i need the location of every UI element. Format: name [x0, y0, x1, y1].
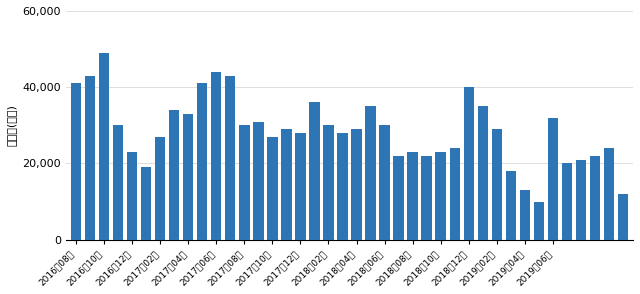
- Bar: [435, 152, 446, 240]
- Bar: [99, 53, 109, 240]
- Bar: [408, 152, 418, 240]
- Y-axis label: 거래량(건수): 거래량(건수): [7, 104, 17, 146]
- Bar: [281, 129, 292, 240]
- Bar: [197, 83, 207, 240]
- Bar: [477, 106, 488, 240]
- Bar: [183, 114, 193, 240]
- Bar: [309, 103, 320, 240]
- Bar: [365, 106, 376, 240]
- Bar: [155, 137, 165, 240]
- Bar: [84, 76, 95, 240]
- Bar: [506, 171, 516, 240]
- Bar: [576, 160, 586, 240]
- Bar: [295, 133, 306, 240]
- Bar: [211, 72, 221, 240]
- Bar: [449, 148, 460, 240]
- Bar: [562, 163, 572, 240]
- Bar: [548, 118, 558, 240]
- Bar: [463, 87, 474, 240]
- Bar: [492, 129, 502, 240]
- Bar: [520, 190, 530, 240]
- Bar: [380, 125, 390, 240]
- Bar: [422, 156, 432, 240]
- Bar: [70, 83, 81, 240]
- Bar: [225, 76, 236, 240]
- Bar: [267, 137, 278, 240]
- Bar: [239, 125, 250, 240]
- Bar: [604, 148, 614, 240]
- Bar: [618, 194, 628, 240]
- Bar: [141, 167, 151, 240]
- Bar: [127, 152, 137, 240]
- Bar: [394, 156, 404, 240]
- Bar: [337, 133, 348, 240]
- Bar: [253, 121, 264, 240]
- Bar: [323, 125, 333, 240]
- Bar: [351, 129, 362, 240]
- Bar: [169, 110, 179, 240]
- Bar: [534, 202, 544, 240]
- Bar: [113, 125, 123, 240]
- Bar: [590, 156, 600, 240]
